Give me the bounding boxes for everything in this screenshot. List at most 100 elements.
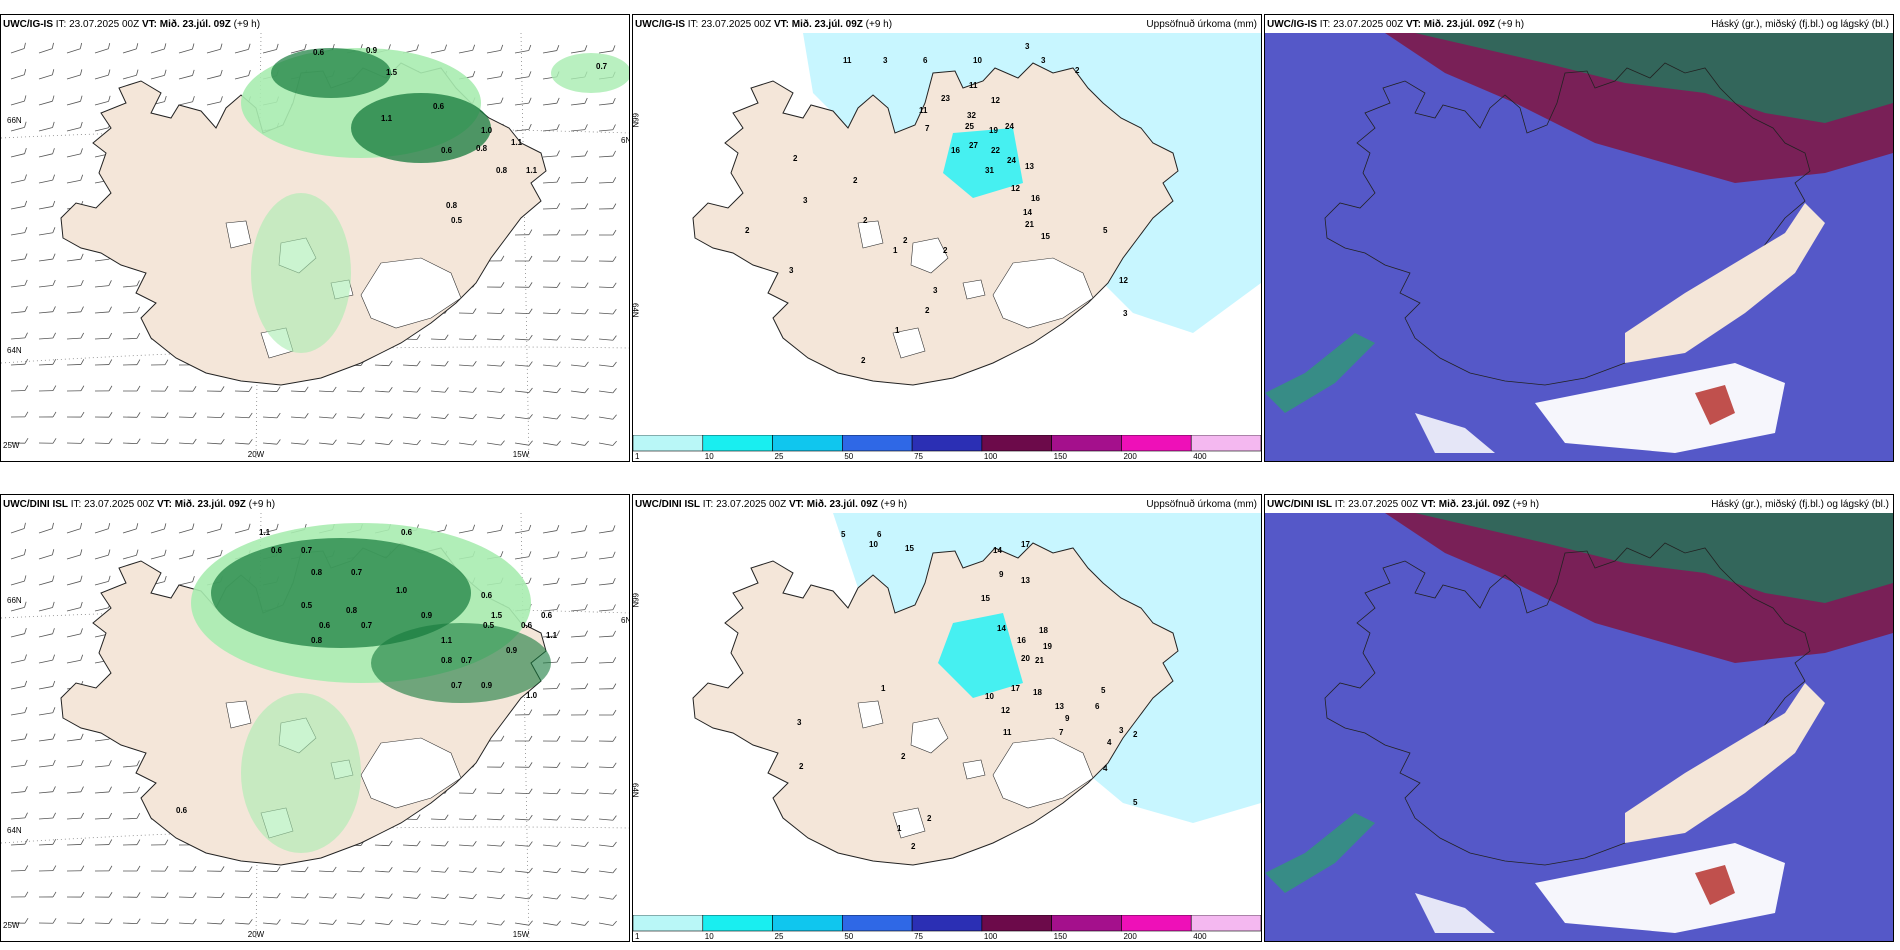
- wind-barb: [514, 387, 533, 393]
- wind-barb-flag: [388, 44, 391, 51]
- wind-barb-flag: [52, 707, 56, 713]
- wind-barb-shaft: [38, 311, 53, 314]
- wind-barb-flag: [612, 736, 617, 742]
- colorbar-tick-label: 50: [844, 452, 853, 461]
- wind-barb-flag: [108, 812, 113, 819]
- wind-barb-flag: [472, 387, 477, 393]
- wind-barb: [66, 760, 84, 768]
- wind-barb: [542, 229, 561, 236]
- wind-barb-flag: [220, 96, 223, 102]
- wind-barb-flag: [164, 839, 169, 845]
- wind-barb-flag: [416, 387, 421, 393]
- precip-amount-label: 1: [897, 824, 902, 833]
- colorbar-swatch: [1051, 435, 1122, 452]
- wind-barb-flag: [584, 525, 588, 531]
- wind-barb: [430, 334, 449, 341]
- wind-barb-flag: [164, 438, 169, 444]
- map-plot: [1265, 33, 1893, 461]
- colorbar-swatch: [772, 435, 843, 452]
- wind-barb: [10, 707, 28, 716]
- wind-barb-flag: [276, 919, 281, 925]
- wind-barb: [570, 867, 589, 874]
- wind-barb-shaft: [234, 528, 249, 534]
- wind-barb-shaft: [598, 792, 613, 795]
- wind-barb-flag: [108, 359, 113, 365]
- precip-amount-label: 16: [951, 146, 960, 155]
- wind-barb: [598, 604, 616, 612]
- wind-barb-flag: [472, 70, 476, 77]
- wind-barb-flag: [528, 577, 532, 584]
- precip-amount-label: 3: [789, 266, 794, 275]
- wind-barb-shaft: [290, 49, 305, 54]
- wind-barb-flag: [612, 124, 616, 130]
- map-plot: 0.6 0.9 1.5 0.7 1.1 0.6 1.0 0.8 1.1 0.6 0.8 0.5 1.1 0…: [1, 33, 629, 461]
- wind-barb-flag: [164, 43, 167, 50]
- wind-barb-flag: [500, 71, 504, 77]
- wind-barb-shaft: [486, 416, 501, 420]
- wind-barb: [234, 69, 251, 80]
- wind-barb-shaft: [570, 530, 585, 534]
- wind-barb-flag: [528, 788, 533, 794]
- wind-barb: [458, 814, 477, 821]
- wind-barb: [598, 124, 616, 132]
- precip-value-label: 0.8: [441, 656, 453, 665]
- precip-amount-label: 14: [997, 624, 1006, 633]
- wind-barb-shaft: [514, 530, 529, 534]
- wind-barb-shaft: [66, 74, 81, 80]
- wind-barb-flag: [444, 524, 447, 531]
- wind-barb-flag: [584, 630, 588, 637]
- wind-barb-shaft: [234, 48, 249, 54]
- wind-barb-shaft: [66, 580, 81, 586]
- wind-barb-shaft: [570, 286, 586, 288]
- wind-barb-flag: [500, 44, 504, 51]
- wind-barb-flag: [612, 868, 617, 874]
- wind-barb: [402, 919, 421, 926]
- vt-label: VT:: [1405, 19, 1421, 30]
- wind-barb-flag: [528, 735, 533, 742]
- wind-barb-shaft: [458, 442, 473, 446]
- vt-value: Mið. 23.júl. 09Z: [159, 19, 231, 30]
- wind-barb-flag: [500, 413, 505, 420]
- wind-barb: [318, 893, 337, 899]
- wind-barb: [10, 654, 27, 664]
- wind-barb-flag: [500, 361, 505, 367]
- wind-barb: [430, 440, 449, 446]
- wind-barb-flag: [416, 360, 421, 367]
- wind-barb: [598, 361, 617, 367]
- colorbar-tick-label: 10: [705, 932, 714, 941]
- wind-barb-shaft: [514, 416, 529, 420]
- map-plot: 5 6 10 15 14 17 13 9 15 14 18 16 19 20 21 17 18 10 12 13 9 11…: [633, 513, 1261, 915]
- wind-barb-flag: [51, 549, 55, 555]
- wind-barb-shaft: [290, 870, 306, 873]
- precip-value-label: 1.5: [386, 68, 398, 77]
- wind-barb: [570, 203, 589, 210]
- wind-barb: [570, 45, 588, 54]
- glacier: [962, 759, 986, 780]
- wind-barb-flag: [556, 97, 560, 104]
- wind-barb-flag: [612, 788, 617, 795]
- axis-label: 6N: [621, 136, 629, 145]
- map-canvas: [1265, 33, 1893, 461]
- wind-barb: [206, 412, 225, 419]
- wind-barb-flag: [472, 893, 477, 899]
- colorbar-tick-label: 10: [705, 452, 714, 461]
- wind-barb-shaft: [178, 416, 194, 418]
- wind-barb-shaft: [178, 896, 194, 898]
- wind-barb: [542, 762, 561, 768]
- wind-barb-flag: [80, 628, 83, 635]
- wind-barb-shaft: [430, 870, 445, 873]
- precip-amount-label: 3: [803, 196, 808, 205]
- wind-barb-shaft: [66, 127, 81, 132]
- wind-barb-shaft: [38, 528, 53, 534]
- wind-barb: [38, 786, 56, 794]
- wind-barb: [66, 385, 85, 392]
- wind-barb-flag: [388, 919, 393, 925]
- wind-barb-shaft: [38, 337, 53, 340]
- wind-barb: [206, 69, 223, 80]
- precip-value-label: 0.7: [461, 656, 473, 665]
- precip-value-label: 1.0: [481, 126, 493, 135]
- wind-barb-flag: [220, 438, 225, 445]
- wind-barb-flag: [108, 306, 112, 313]
- vt-label: VT:: [156, 499, 172, 510]
- wind-barb-shaft: [430, 338, 446, 341]
